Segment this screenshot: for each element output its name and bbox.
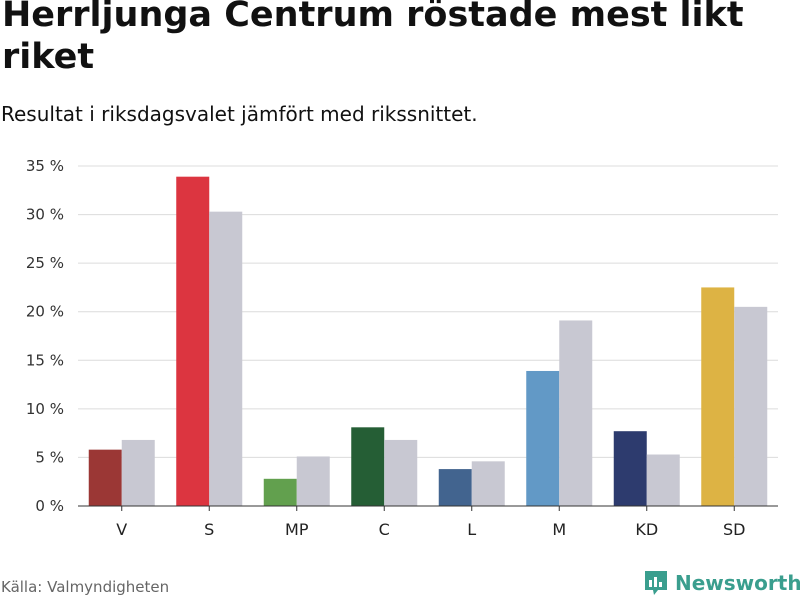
bar-c-local (351, 427, 385, 506)
brand-logo[interactable]: Newsworthy (643, 569, 800, 597)
bar-sd-local (701, 287, 735, 506)
y-tick-label: 30 % (26, 206, 64, 224)
y-axis-ticks: 0 % 5 % 10 % 15 % 20 % 25 % 30 % 35 % (26, 157, 64, 515)
x-tick-label: L (467, 520, 476, 539)
x-tick-label: M (552, 520, 566, 539)
y-tick-label: 5 % (35, 448, 64, 466)
x-tick-label: S (204, 520, 214, 539)
bar-kd-national (646, 454, 680, 506)
bar-s-national (209, 211, 243, 506)
bar-l-national (471, 461, 505, 506)
bar-v-national (121, 439, 155, 506)
x-tick-label: SD (723, 520, 745, 539)
y-tick-label: 20 % (26, 303, 64, 321)
bars (88, 176, 768, 506)
y-tick-label: 10 % (26, 400, 64, 418)
chart-subtitle: Resultat i riksdagsvalet jämfört med rik… (1, 102, 478, 126)
y-tick-label: 25 % (26, 254, 64, 272)
bar-s-local (176, 176, 210, 506)
x-tick-label: C (379, 520, 390, 539)
x-axis-ticks: V S MP C L M KD SD (116, 506, 745, 539)
newsworthy-icon (645, 571, 667, 595)
bar-kd-local (613, 431, 647, 506)
x-tick-label: V (116, 520, 127, 539)
x-tick-label: KD (635, 520, 658, 539)
y-tick-label: 15 % (26, 351, 64, 369)
bar-c-national (384, 439, 418, 506)
bar-mp-local (263, 478, 297, 506)
bar-mp-national (296, 456, 330, 506)
y-tick-label: 35 % (26, 157, 64, 175)
x-tick-label: MP (285, 520, 309, 539)
y-tick-label: 0 % (35, 497, 64, 515)
bar-m-national (559, 320, 593, 506)
bar-sd-national (734, 306, 768, 506)
source-note: Källa: Valmyndigheten (1, 578, 170, 596)
brand-name: Newsworthy (675, 571, 800, 595)
chart-title: Herrljunga Centrum röstade mest likt rik… (2, 0, 744, 77)
bar-m-local (526, 370, 560, 506)
bar-l-local (438, 469, 472, 506)
bar-v-local (88, 449, 122, 506)
